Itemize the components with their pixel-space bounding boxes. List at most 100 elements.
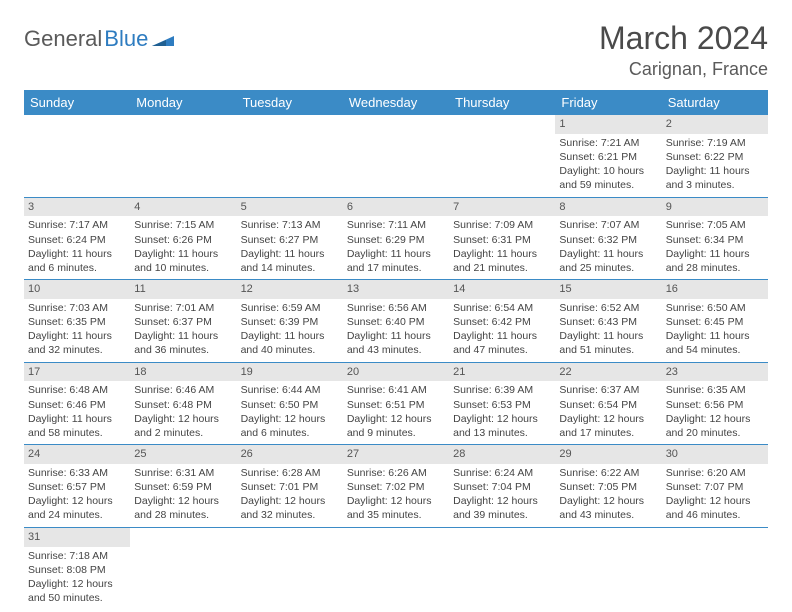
day-cell: 16Sunrise: 6:50 AMSunset: 6:45 PMDayligh…	[662, 280, 768, 362]
day-number-empty	[449, 528, 555, 547]
day-details: Sunrise: 6:31 AMSunset: 6:59 PMDaylight:…	[130, 464, 236, 527]
day-number-empty	[237, 115, 343, 134]
sunrise-text: Sunrise: 6:24 AM	[453, 466, 551, 480]
daylight-text: Daylight: 12 hours and 6 minutes.	[241, 412, 339, 440]
day-details: Sunrise: 6:28 AMSunset: 7:01 PMDaylight:…	[237, 464, 343, 527]
sunrise-text: Sunrise: 6:22 AM	[559, 466, 657, 480]
sunrise-text: Sunrise: 6:20 AM	[666, 466, 764, 480]
day-cell: 28Sunrise: 6:24 AMSunset: 7:04 PMDayligh…	[449, 445, 555, 527]
day-number: 2	[662, 115, 768, 134]
sunrise-text: Sunrise: 6:39 AM	[453, 383, 551, 397]
day-details: Sunrise: 6:52 AMSunset: 6:43 PMDaylight:…	[555, 299, 661, 362]
day-details: Sunrise: 7:13 AMSunset: 6:27 PMDaylight:…	[237, 216, 343, 279]
week-row: 1Sunrise: 7:21 AMSunset: 6:21 PMDaylight…	[24, 115, 768, 198]
day-cell: 11Sunrise: 7:01 AMSunset: 6:37 PMDayligh…	[130, 280, 236, 362]
day-details: Sunrise: 6:20 AMSunset: 7:07 PMDaylight:…	[662, 464, 768, 527]
sunset-text: Sunset: 7:01 PM	[241, 480, 339, 494]
day-number-empty	[449, 115, 555, 134]
sunrise-text: Sunrise: 6:46 AM	[134, 383, 232, 397]
day-cell: 21Sunrise: 6:39 AMSunset: 6:53 PMDayligh…	[449, 363, 555, 445]
day-details: Sunrise: 7:05 AMSunset: 6:34 PMDaylight:…	[662, 216, 768, 279]
daylight-text: Daylight: 12 hours and 13 minutes.	[453, 412, 551, 440]
day-number: 9	[662, 198, 768, 217]
daylight-text: Daylight: 11 hours and 32 minutes.	[28, 329, 126, 357]
sunset-text: Sunset: 6:26 PM	[134, 233, 232, 247]
day-details: Sunrise: 7:09 AMSunset: 6:31 PMDaylight:…	[449, 216, 555, 279]
sunset-text: Sunset: 6:50 PM	[241, 398, 339, 412]
day-cell	[449, 528, 555, 610]
logo-text-blue: Blue	[104, 26, 148, 52]
day-cell: 12Sunrise: 6:59 AMSunset: 6:39 PMDayligh…	[237, 280, 343, 362]
day-number: 1	[555, 115, 661, 134]
day-number-empty	[130, 528, 236, 547]
daylight-text: Daylight: 11 hours and 3 minutes.	[666, 164, 764, 192]
day-number: 10	[24, 280, 130, 299]
sunset-text: Sunset: 6:31 PM	[453, 233, 551, 247]
day-number: 3	[24, 198, 130, 217]
sunset-text: Sunset: 6:57 PM	[28, 480, 126, 494]
sunrise-text: Sunrise: 7:05 AM	[666, 218, 764, 232]
daylight-text: Daylight: 11 hours and 28 minutes.	[666, 247, 764, 275]
day-cell	[343, 115, 449, 197]
sunset-text: Sunset: 7:04 PM	[453, 480, 551, 494]
sunrise-text: Sunrise: 6:41 AM	[347, 383, 445, 397]
sunset-text: Sunset: 8:08 PM	[28, 563, 126, 577]
day-details: Sunrise: 6:24 AMSunset: 7:04 PMDaylight:…	[449, 464, 555, 527]
sunset-text: Sunset: 6:53 PM	[453, 398, 551, 412]
day-details: Sunrise: 7:21 AMSunset: 6:21 PMDaylight:…	[555, 134, 661, 197]
day-number: 26	[237, 445, 343, 464]
daylight-text: Daylight: 11 hours and 25 minutes.	[559, 247, 657, 275]
weeks-container: 1Sunrise: 7:21 AMSunset: 6:21 PMDaylight…	[24, 115, 768, 609]
day-header: Saturday	[662, 90, 768, 115]
day-number: 20	[343, 363, 449, 382]
day-cell	[449, 115, 555, 197]
sunrise-text: Sunrise: 7:07 AM	[559, 218, 657, 232]
day-cell	[237, 528, 343, 610]
week-row: 17Sunrise: 6:48 AMSunset: 6:46 PMDayligh…	[24, 363, 768, 446]
day-cell: 13Sunrise: 6:56 AMSunset: 6:40 PMDayligh…	[343, 280, 449, 362]
day-number-empty	[343, 115, 449, 134]
daylight-text: Daylight: 12 hours and 28 minutes.	[134, 494, 232, 522]
sunrise-text: Sunrise: 6:48 AM	[28, 383, 126, 397]
location: Carignan, France	[599, 59, 768, 80]
day-details: Sunrise: 7:01 AMSunset: 6:37 PMDaylight:…	[130, 299, 236, 362]
day-cell	[237, 115, 343, 197]
day-cell: 3Sunrise: 7:17 AMSunset: 6:24 PMDaylight…	[24, 198, 130, 280]
sunset-text: Sunset: 6:54 PM	[559, 398, 657, 412]
day-cell	[130, 528, 236, 610]
day-number-empty	[555, 528, 661, 547]
day-number: 17	[24, 363, 130, 382]
day-cell: 2Sunrise: 7:19 AMSunset: 6:22 PMDaylight…	[662, 115, 768, 197]
day-details: Sunrise: 6:59 AMSunset: 6:39 PMDaylight:…	[237, 299, 343, 362]
sunset-text: Sunset: 7:02 PM	[347, 480, 445, 494]
sunset-text: Sunset: 7:07 PM	[666, 480, 764, 494]
sunset-text: Sunset: 6:40 PM	[347, 315, 445, 329]
day-number-empty	[343, 528, 449, 547]
daylight-text: Daylight: 12 hours and 43 minutes.	[559, 494, 657, 522]
day-cell: 7Sunrise: 7:09 AMSunset: 6:31 PMDaylight…	[449, 198, 555, 280]
month-title: March 2024	[599, 20, 768, 57]
sunrise-text: Sunrise: 7:15 AM	[134, 218, 232, 232]
day-cell: 17Sunrise: 6:48 AMSunset: 6:46 PMDayligh…	[24, 363, 130, 445]
sunrise-text: Sunrise: 6:26 AM	[347, 466, 445, 480]
day-number: 4	[130, 198, 236, 217]
daylight-text: Daylight: 11 hours and 43 minutes.	[347, 329, 445, 357]
sunset-text: Sunset: 7:05 PM	[559, 480, 657, 494]
day-cell: 5Sunrise: 7:13 AMSunset: 6:27 PMDaylight…	[237, 198, 343, 280]
day-number: 15	[555, 280, 661, 299]
day-details: Sunrise: 7:11 AMSunset: 6:29 PMDaylight:…	[343, 216, 449, 279]
day-details: Sunrise: 6:37 AMSunset: 6:54 PMDaylight:…	[555, 381, 661, 444]
day-cell: 9Sunrise: 7:05 AMSunset: 6:34 PMDaylight…	[662, 198, 768, 280]
sunset-text: Sunset: 6:48 PM	[134, 398, 232, 412]
day-cell: 25Sunrise: 6:31 AMSunset: 6:59 PMDayligh…	[130, 445, 236, 527]
sunset-text: Sunset: 6:34 PM	[666, 233, 764, 247]
logo: GeneralBlue	[24, 26, 174, 52]
sunrise-text: Sunrise: 6:33 AM	[28, 466, 126, 480]
daylight-text: Daylight: 12 hours and 2 minutes.	[134, 412, 232, 440]
day-cell: 27Sunrise: 6:26 AMSunset: 7:02 PMDayligh…	[343, 445, 449, 527]
day-details: Sunrise: 6:48 AMSunset: 6:46 PMDaylight:…	[24, 381, 130, 444]
sunset-text: Sunset: 6:56 PM	[666, 398, 764, 412]
day-cell: 22Sunrise: 6:37 AMSunset: 6:54 PMDayligh…	[555, 363, 661, 445]
day-number: 27	[343, 445, 449, 464]
day-number: 23	[662, 363, 768, 382]
